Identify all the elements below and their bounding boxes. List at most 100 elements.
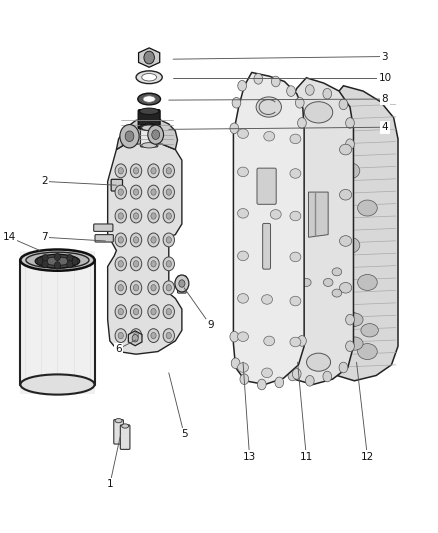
Circle shape [118, 189, 124, 195]
Circle shape [131, 185, 142, 199]
Circle shape [42, 261, 48, 268]
Circle shape [132, 335, 138, 342]
Ellipse shape [286, 189, 298, 200]
Ellipse shape [261, 368, 272, 377]
Text: 7: 7 [41, 232, 48, 243]
Circle shape [163, 233, 174, 247]
Text: 11: 11 [300, 452, 313, 462]
Text: 6: 6 [115, 344, 122, 354]
Ellipse shape [323, 278, 333, 286]
Circle shape [131, 329, 142, 343]
Bar [20, 251, 95, 394]
Circle shape [258, 379, 266, 390]
Ellipse shape [290, 211, 301, 221]
Ellipse shape [264, 336, 275, 346]
Ellipse shape [237, 332, 248, 342]
Ellipse shape [290, 337, 301, 347]
Circle shape [151, 285, 156, 291]
Text: 4: 4 [381, 122, 388, 132]
Ellipse shape [290, 252, 301, 262]
Polygon shape [327, 86, 398, 381]
Ellipse shape [264, 132, 275, 141]
Ellipse shape [339, 236, 352, 246]
Circle shape [152, 130, 159, 140]
Ellipse shape [357, 200, 377, 216]
Ellipse shape [290, 168, 301, 178]
Circle shape [163, 329, 174, 343]
Circle shape [118, 309, 124, 315]
Circle shape [118, 213, 124, 219]
FancyBboxPatch shape [257, 168, 276, 204]
Ellipse shape [340, 163, 360, 179]
Circle shape [134, 309, 139, 315]
Ellipse shape [286, 236, 298, 246]
Polygon shape [308, 192, 328, 237]
Circle shape [305, 375, 314, 386]
Text: 5: 5 [181, 429, 187, 439]
Circle shape [131, 281, 142, 295]
Circle shape [166, 261, 171, 267]
Ellipse shape [286, 144, 298, 155]
Ellipse shape [339, 189, 352, 200]
Ellipse shape [340, 237, 360, 253]
Circle shape [163, 164, 174, 177]
Circle shape [67, 254, 73, 262]
Ellipse shape [332, 268, 342, 276]
Circle shape [287, 86, 295, 96]
Circle shape [37, 257, 43, 265]
Text: 13: 13 [243, 452, 256, 462]
FancyBboxPatch shape [138, 110, 160, 129]
Circle shape [118, 333, 124, 339]
FancyBboxPatch shape [95, 235, 113, 242]
Circle shape [166, 237, 171, 243]
Circle shape [118, 261, 124, 267]
Ellipse shape [339, 282, 352, 293]
Ellipse shape [20, 249, 95, 271]
Circle shape [166, 285, 171, 291]
Circle shape [166, 167, 171, 174]
Ellipse shape [140, 124, 159, 131]
Circle shape [346, 118, 354, 128]
Circle shape [131, 209, 142, 223]
Circle shape [163, 281, 174, 295]
Circle shape [230, 332, 239, 342]
Circle shape [323, 88, 332, 99]
Ellipse shape [142, 74, 156, 81]
Ellipse shape [346, 337, 363, 350]
Circle shape [115, 185, 127, 199]
Ellipse shape [307, 353, 331, 371]
Ellipse shape [290, 134, 301, 144]
Circle shape [323, 371, 332, 382]
Circle shape [54, 253, 60, 261]
Ellipse shape [286, 282, 298, 293]
FancyBboxPatch shape [114, 419, 124, 444]
Ellipse shape [357, 274, 377, 290]
Circle shape [134, 261, 139, 267]
Circle shape [115, 233, 127, 247]
Ellipse shape [140, 108, 159, 115]
Ellipse shape [26, 252, 89, 268]
Circle shape [115, 329, 127, 343]
Circle shape [148, 185, 159, 199]
Circle shape [295, 98, 304, 108]
Circle shape [42, 254, 48, 262]
Circle shape [134, 189, 139, 195]
Circle shape [151, 333, 156, 339]
Circle shape [151, 189, 156, 195]
Circle shape [118, 285, 124, 291]
Circle shape [346, 139, 354, 150]
FancyBboxPatch shape [263, 223, 271, 269]
Ellipse shape [361, 324, 378, 337]
Circle shape [175, 275, 189, 292]
Circle shape [134, 237, 139, 243]
Circle shape [151, 309, 156, 315]
Circle shape [115, 209, 127, 223]
Circle shape [240, 374, 249, 384]
Circle shape [115, 305, 127, 319]
Text: 8: 8 [381, 94, 388, 104]
Ellipse shape [136, 71, 162, 84]
Ellipse shape [237, 129, 248, 139]
Circle shape [163, 209, 174, 223]
Circle shape [288, 370, 297, 381]
Circle shape [163, 185, 174, 199]
